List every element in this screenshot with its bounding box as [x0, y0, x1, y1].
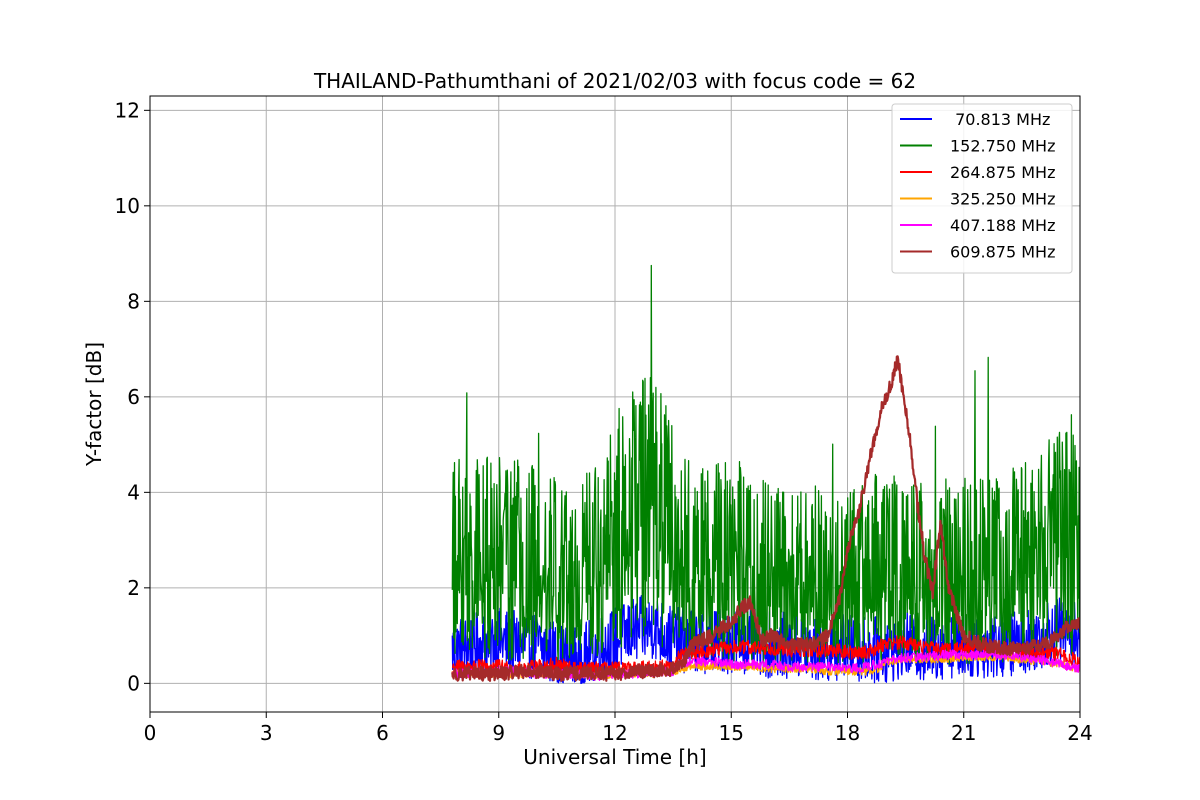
x-tick-label: 0 — [144, 721, 157, 745]
legend-label: 407.188 MHz — [950, 216, 1055, 235]
legend-label: 609.875 MHz — [950, 243, 1055, 262]
x-tick-label: 21 — [951, 721, 976, 745]
x-tick-label: 15 — [719, 721, 744, 745]
y-tick-label: 10 — [115, 194, 140, 218]
chart-title: THAILAND-Pathumthani of 2021/02/03 with … — [313, 69, 916, 93]
y-tick-label: 12 — [115, 98, 140, 122]
legend-label: 325.250 MHz — [950, 190, 1055, 209]
x-axis-label: Universal Time [h] — [523, 745, 706, 769]
series-lines — [451, 264, 1080, 684]
x-tick-label: 3 — [260, 721, 273, 745]
legend-label: 264.875 MHz — [950, 163, 1055, 182]
x-tick-label: 6 — [376, 721, 389, 745]
x-tick-label: 12 — [602, 721, 627, 745]
y-tick-label: 6 — [127, 385, 140, 409]
legend-label: 70.813 MHz — [950, 110, 1050, 129]
x-tick-label: 18 — [835, 721, 860, 745]
y-tick-label: 8 — [127, 289, 140, 313]
legend-label: 152.750 MHz — [950, 137, 1055, 156]
series-line — [451, 355, 1080, 682]
y-tick-label: 4 — [127, 480, 140, 504]
legend-box — [891, 103, 1073, 274]
x-tick-label: 9 — [492, 721, 505, 745]
y-tick-label: 2 — [127, 576, 140, 600]
y-axis-label: Y-factor [dB] — [82, 342, 106, 467]
x-tick-label: 24 — [1067, 721, 1092, 745]
y-tick-label: 0 — [127, 671, 140, 695]
legend: 70.813 MHz 152.750 MHz 264.875 MHz 325.250 … — [891, 103, 1073, 274]
